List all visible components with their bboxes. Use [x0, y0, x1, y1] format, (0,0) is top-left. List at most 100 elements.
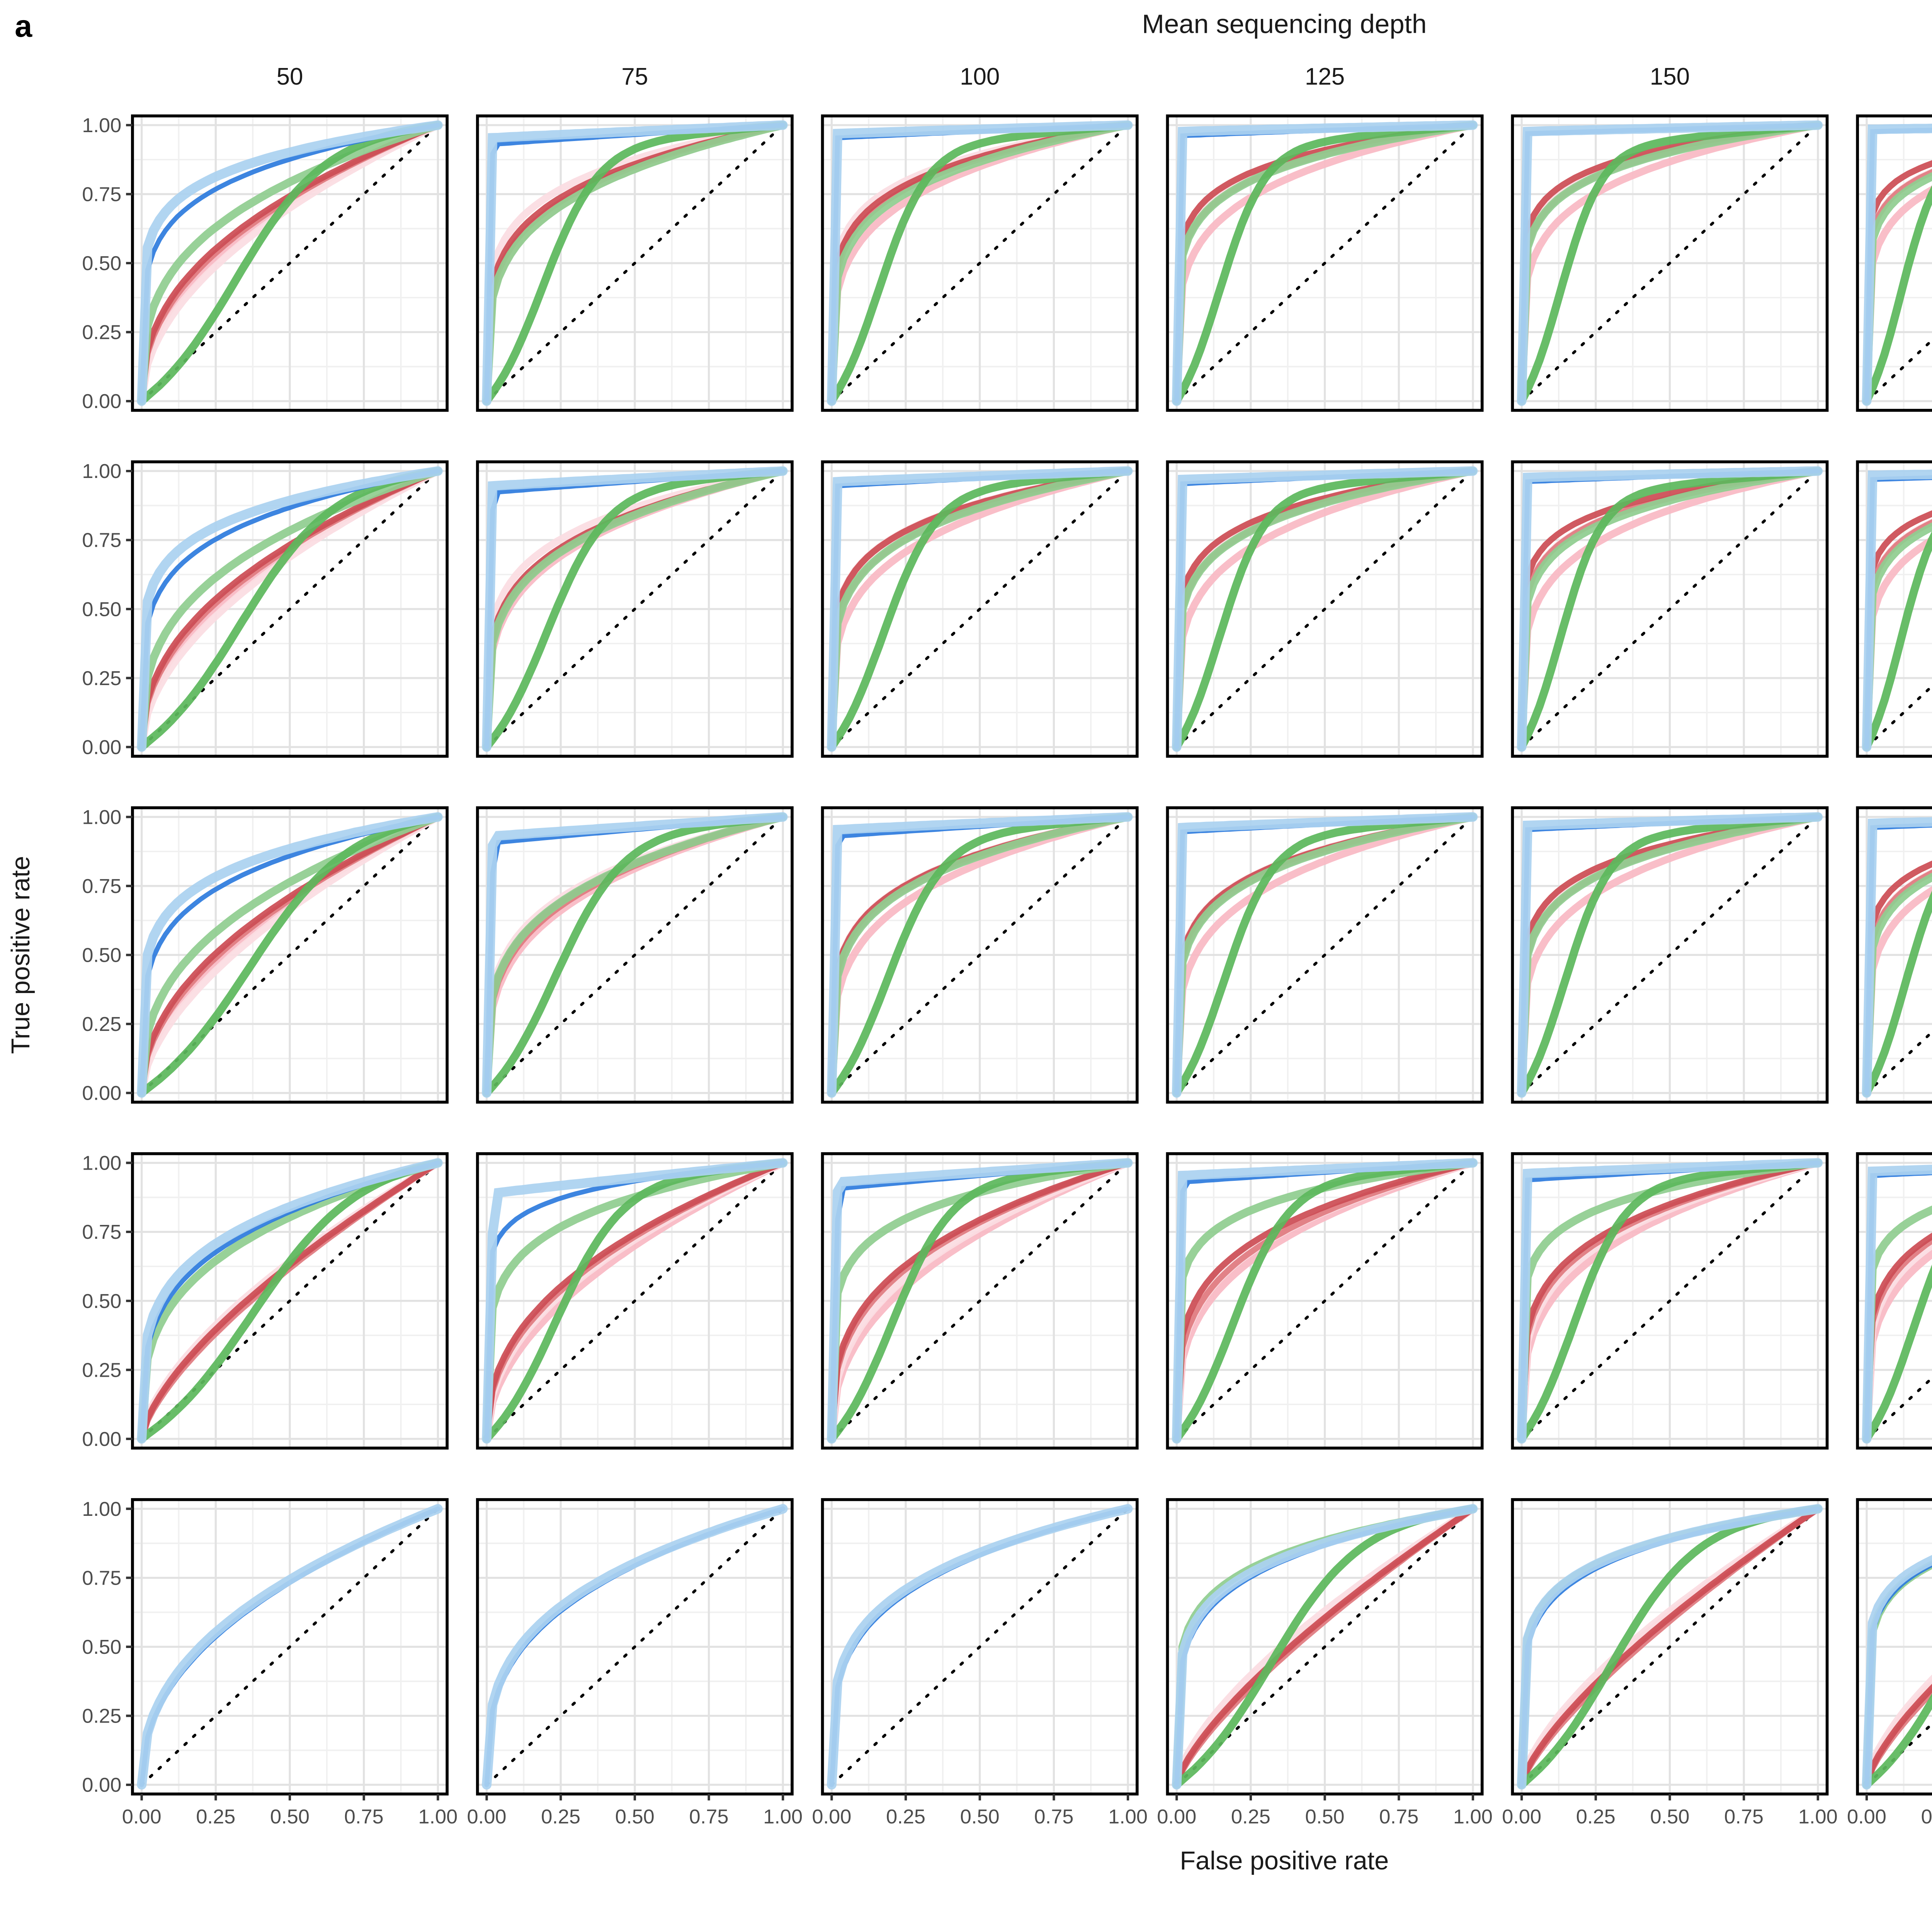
facet-col-label: 125 — [1305, 63, 1345, 90]
roc-curve-tume_mean — [137, 812, 443, 1098]
panel-a-y-tick-label: 0.25 — [82, 1359, 121, 1381]
panel-a-x-tick-label: 0.75 — [689, 1806, 729, 1828]
roc-panel-r4c5: 0.000.250.500.751.00 — [1847, 1498, 1932, 1828]
roc-panel-border — [1856, 460, 1932, 758]
roc-panel-r1c5 — [1856, 460, 1932, 758]
roc-curve-kolm — [1173, 1160, 1476, 1442]
panel-a-x-tick-label: 0.50 — [960, 1806, 1000, 1828]
roc-curve-tajima — [483, 121, 787, 405]
roc-panel-r3c0: 0.00 0.25 0.50 0.75 1.00 — [82, 1152, 449, 1451]
roc-curve-kolm — [1173, 1505, 1476, 1788]
roc-panel-border — [131, 114, 449, 412]
panel-a-y-axis-title: True positive rate — [7, 856, 35, 1054]
diagonal-reference-line — [1520, 1161, 1820, 1440]
roc-panel-border — [1166, 806, 1484, 1104]
panel-a-y-tick-label: 0.00 — [82, 736, 121, 759]
roc-panel-border — [1511, 114, 1829, 412]
roc-panel-r2c3 — [1166, 806, 1484, 1104]
roc-curve-tajima — [483, 813, 787, 1097]
diagonal-reference-line — [1175, 815, 1475, 1095]
panel-a-x-tick-label: 0.25 — [1231, 1806, 1270, 1828]
roc-curve-faywu — [1862, 891, 1932, 1097]
roc-curve-tume_mean — [827, 812, 1133, 1098]
panel-a-x-tick-label: 0.00 — [1502, 1806, 1541, 1828]
roc-panel-r4c2: 0.00 0.25 0.50 0.75 1.00 — [812, 1498, 1148, 1828]
roc-curve-tume_mean — [137, 1504, 443, 1790]
panel-a-y-tick-label: 0.75 — [82, 183, 121, 206]
panel-a-x-tick-label: 0.25 — [196, 1806, 235, 1828]
roc-curve-tajima — [138, 467, 442, 751]
roc-curve-faywu — [1862, 1264, 1932, 1443]
panel-a-y-tick-label: 0.75 — [82, 1567, 121, 1589]
roc-curve-area — [1863, 886, 1932, 1097]
roc-curve-dist — [1864, 169, 1932, 404]
diagonal-reference-line — [1520, 469, 1820, 748]
panel-a-x-tick-label: 1.00 — [418, 1806, 457, 1828]
panel-a-x-tick-label: 1.00 — [1108, 1806, 1148, 1828]
diagonal-reference-line — [1520, 1507, 1820, 1786]
roc-curve-faywu — [1862, 185, 1932, 405]
diagonal-reference-line — [140, 124, 439, 403]
roc-curve-tume_mean — [1517, 812, 1823, 1098]
roc-panel-r3c3 — [1166, 1152, 1484, 1450]
panel-a-y-tick-label: 0.25 — [82, 1705, 121, 1728]
roc-curve-tajima — [138, 121, 442, 405]
roc-curve-kolm — [1863, 510, 1932, 750]
diagonal-reference-line — [1175, 469, 1475, 748]
panel-a-x-axis-title: False positive rate — [1180, 1847, 1389, 1875]
diagonal-reference-line — [140, 815, 439, 1095]
roc-curve-tajima — [483, 467, 787, 751]
roc-curve-tume_mean — [1862, 1555, 1932, 1790]
panel-a-top-title: Mean sequencing depth — [1142, 9, 1427, 39]
diagonal-reference-line — [1520, 815, 1820, 1095]
panel-a-y-tick-label: 0.50 — [82, 252, 121, 275]
roc-panel-r0c4 — [1511, 114, 1829, 412]
roc-panel-border — [131, 806, 449, 1104]
panel-a-y-tick-label: 0.00 — [82, 1428, 121, 1451]
panel-a-x-tick-label: 1.00 — [763, 1806, 803, 1828]
roc-curve-tume_mean — [137, 466, 443, 752]
panel-a-y-tick-label: 0.00 — [82, 390, 121, 413]
roc-curve-tume_mean — [482, 1158, 788, 1444]
roc-panel-border — [1856, 1498, 1932, 1796]
diagonal-reference-line — [485, 124, 784, 403]
roc-curve-area — [1863, 185, 1932, 405]
panel-a-y-tick-label: 0.25 — [82, 321, 121, 344]
roc-curve-kolm — [483, 1160, 786, 1442]
diagonal-reference-line — [830, 1161, 1129, 1440]
roc-curve-tume_mean — [1517, 466, 1823, 752]
diagonal-reference-line — [1175, 124, 1475, 403]
panel-a-y-tick-label: 0.00 — [82, 1774, 121, 1796]
roc-curve-tume_mean — [827, 466, 1133, 752]
roc-curve-tajima — [1517, 813, 1822, 1097]
roc-curve-rsq — [1863, 1241, 1932, 1443]
panel-a-y-tick-label: 1.00 — [82, 806, 121, 828]
roc-panel-border — [1166, 114, 1484, 412]
roc-curve-kolm — [828, 1160, 1131, 1442]
roc-curve-area — [1863, 1250, 1932, 1443]
panel-a-y-tick-label: 0.50 — [82, 598, 121, 621]
roc-panel-border — [821, 806, 1139, 1104]
panel-a-x-tick-label: 0.00 — [467, 1806, 507, 1828]
diagonal-reference-line — [485, 469, 784, 748]
roc-curve-tume_mean — [1862, 1165, 1932, 1444]
roc-panel-r1c2 — [821, 460, 1139, 758]
roc-curve-kolm — [1518, 1160, 1821, 1442]
roc-curve-tume_mean — [482, 120, 788, 406]
roc-curve-faywu — [138, 813, 442, 1097]
roc-panel-r3c1 — [476, 1152, 794, 1450]
diagonal-reference-line — [1175, 1161, 1475, 1440]
panel-a-x-tick-label: 0.00 — [122, 1806, 162, 1828]
roc-curve-kolm — [138, 814, 441, 1096]
roc-curve-kolm — [1863, 1684, 1932, 1788]
roc-curve-tume_mean — [137, 120, 443, 406]
roc-panel-r2c2 — [821, 806, 1139, 1104]
roc-panel-border — [821, 114, 1139, 412]
panel-a-y-tick-label: 0.50 — [82, 1636, 121, 1658]
roc-curve-dist — [1864, 1237, 1932, 1442]
panel-a-x-tick-label: 1.00 — [1798, 1806, 1838, 1828]
roc-curve-tume_mean — [1862, 123, 1932, 406]
roc-panel-r2c4 — [1511, 806, 1829, 1104]
